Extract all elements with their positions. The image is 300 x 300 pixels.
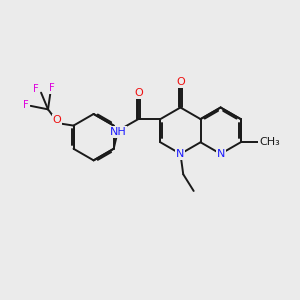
Text: N: N [216,149,225,159]
Text: O: O [134,88,143,98]
Text: F: F [49,83,55,93]
Text: CH₃: CH₃ [259,137,280,147]
Text: NH: NH [110,127,126,137]
Text: F: F [33,84,39,94]
Text: O: O [52,115,61,125]
Text: F: F [23,100,29,110]
Text: O: O [176,77,185,87]
Text: N: N [176,149,184,159]
